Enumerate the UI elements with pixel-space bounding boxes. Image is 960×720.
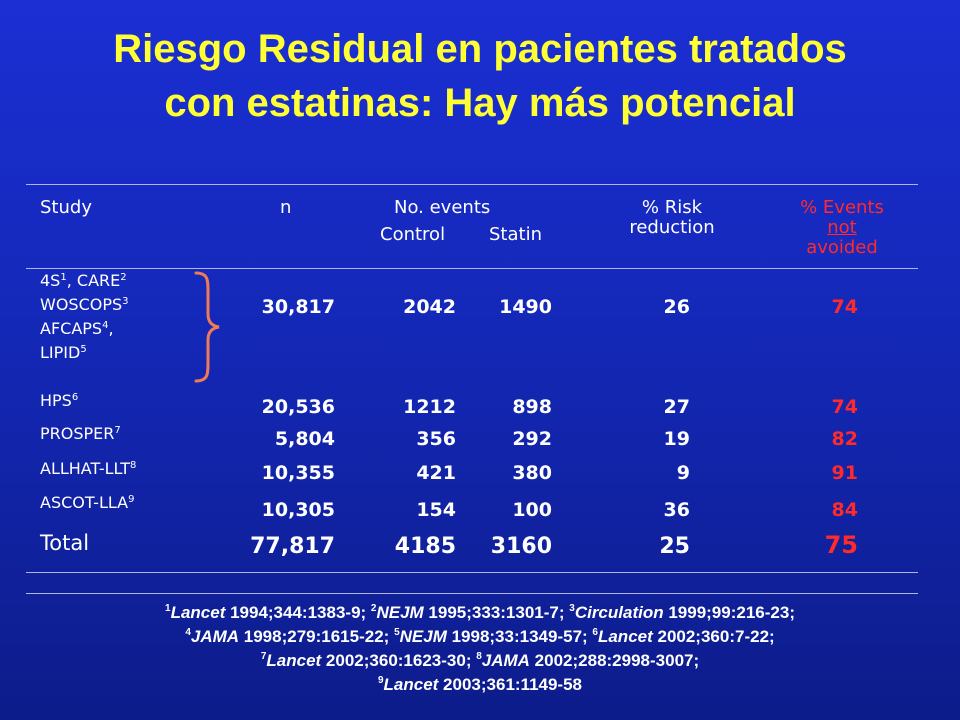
grouped-n: 30,817 [261,296,335,318]
reference-number: 3 [569,603,575,614]
reference-number: 8 [476,651,482,662]
grouped-risk: 26 [663,296,690,318]
header-control: Control [380,224,446,245]
header-events: No. events [394,197,491,218]
cell-n: 20,536 [261,396,335,418]
table-row: ASCOT-LLA9 10,305 154 100 36 84 [0,492,960,521]
header-study: Study [40,197,92,218]
cell-not-avoided: 91 [831,462,858,484]
cell-risk: 36 [663,499,690,521]
citation-text: 2002;360:1623-30; [321,651,477,670]
cell-not-avoided: 74 [831,396,858,418]
study-name-woscops: WOSCOPS3 [40,295,129,314]
total-risk: 25 [659,534,690,559]
cell-control: 356 [416,428,456,450]
cell-control: 1212 [403,396,456,418]
study-name: ALLHAT-LLT8 [40,459,137,478]
citation-text: 1994;344:1383-9; [225,603,371,622]
header-risk-line-2: reduction [629,217,715,238]
grouping-brace-icon [194,271,220,383]
reference-line: 7Lancet 2002;360:1623-30; 8JAMA 2002;288… [0,649,960,673]
cell-not-avoided: 82 [831,428,858,450]
study-name: HPS6 [40,391,79,410]
journal-name: Lancet [170,603,226,622]
table-top-rule [26,184,918,185]
cell-n: 10,305 [261,499,335,521]
reference-number: 6 [592,627,598,638]
header-not-avoided-line-3: avoided [806,237,878,258]
reference-line: 4JAMA 1998;279:1615-22; 5NEJM 1998;33:13… [0,625,960,649]
reference-number: 5 [394,627,400,638]
study-name: ASCOT-LLA9 [40,493,135,512]
total-label: Total [40,531,90,555]
cell-risk: 19 [663,428,690,450]
table-row: ALLHAT-LLT8 10,355 421 380 9 91 [0,458,960,484]
total-statin: 3160 [490,534,552,559]
total-not-avoided: 75 [824,531,858,559]
table-row: PROSPER7 5,804 356 292 19 82 [0,423,960,450]
title-line-1: Riesgo Residual en pacientes tratados [113,27,847,71]
header-n: n [280,197,292,218]
total-n: 77,817 [250,534,335,559]
citation-text: 1998;33:1349-57; [446,627,593,646]
study-name-afcaps: AFCAPS4, [40,319,114,338]
journal-name: JAMA [481,651,530,670]
citation-text: 1998;279:1615-22; [239,627,395,646]
total-control: 4185 [394,534,456,559]
cell-risk: 27 [663,396,690,418]
header-bottom-rule [26,268,918,269]
cell-n: 10,355 [261,462,335,484]
grouped-not-avoided: 74 [831,296,858,318]
header-not-avoided-line-2: not [827,217,857,238]
study-name-lipid: LIPID5 [40,343,87,362]
citation-text: 2002;360:7-22; [652,627,775,646]
header-statin: Statin [489,224,542,245]
citation-text: 2003;361:1149-58 [438,675,583,694]
references: 1Lancet 1994;344:1383-9; 2NEJM 1995;333:… [0,601,960,697]
journal-name: NEJM [376,603,424,622]
journal-name: Lancet [383,675,439,694]
reference-number: 2 [370,603,377,614]
study-name-4s-care: 4S1, CARE2 [40,271,127,290]
cell-statin: 898 [512,396,552,418]
cell-statin: 292 [512,428,552,450]
citation-text: 1995;333:1301-7; [423,603,570,622]
reference-number: 7 [260,651,267,662]
citation-text: 1999;99:216-23; [663,603,795,622]
cell-control: 421 [416,462,456,484]
reference-line: 9Lancet 2003;361:1149-58 [0,673,960,697]
header-risk-line-1: % Risk [641,197,703,218]
citation-text: 2002;288:2998-3007; [529,651,700,670]
reference-number: 4 [185,627,191,638]
title-line-2: con estatinas: Hay más potencial [164,81,796,125]
journal-name: Lancet [597,627,653,646]
table-bottom-rule [26,572,918,573]
journal-name: Lancet [266,651,322,670]
table-row-total: Total 77,817 4185 3160 25 75 [0,530,960,560]
cell-control: 154 [416,499,456,521]
reference-line: 1Lancet 1994;344:1383-9; 2NEJM 1995;333:… [0,601,960,625]
header-not-avoided-line-1: % Events [800,197,884,218]
table-row: HPS6 20,536 1212 898 27 74 [0,390,960,418]
cell-statin: 380 [512,462,552,484]
cell-risk: 9 [676,462,690,484]
journal-name: NEJM [399,627,447,646]
cell-not-avoided: 84 [831,499,858,521]
journal-name: JAMA [190,627,240,646]
cell-statin: 100 [512,499,552,521]
reference-number: 9 [377,675,384,686]
study-name: PROSPER7 [40,424,121,443]
references-top-rule [26,593,918,594]
reference-number: 1 [165,603,171,614]
cell-n: 5,804 [274,428,335,450]
journal-name: Circulation [574,603,664,622]
slide-title: Riesgo Residual en pacientes tratados co… [0,22,960,130]
grouped-statin: 1490 [499,296,552,318]
grouped-control: 2042 [403,296,456,318]
